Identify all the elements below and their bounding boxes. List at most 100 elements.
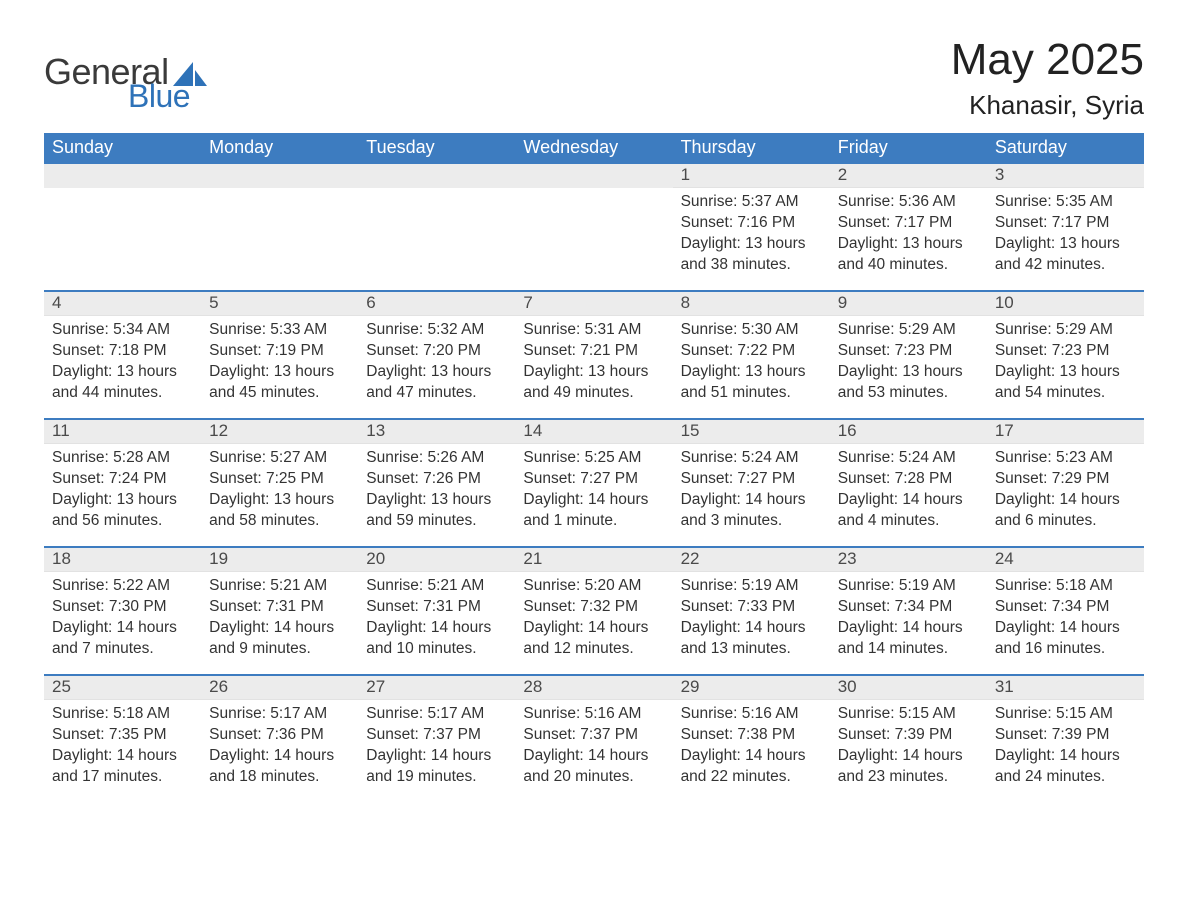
sunset-text: Sunset: 7:29 PM — [995, 469, 1136, 490]
sunset-text: Sunset: 7:28 PM — [838, 469, 979, 490]
daylight-text: Daylight: 14 hours and 22 minutes. — [681, 746, 822, 788]
day-body: Sunrise: 5:19 AMSunset: 7:34 PMDaylight:… — [830, 572, 987, 668]
daylight-text: Daylight: 13 hours and 42 minutes. — [995, 234, 1136, 276]
sunrise-text: Sunrise: 5:21 AM — [366, 576, 507, 597]
daylight-text: Daylight: 13 hours and 45 minutes. — [209, 362, 350, 404]
daylight-text: Daylight: 13 hours and 54 minutes. — [995, 362, 1136, 404]
sunrise-text: Sunrise: 5:17 AM — [209, 704, 350, 725]
brand-word-2: Blue — [128, 80, 207, 112]
calendar-day-cell — [201, 164, 358, 290]
day-number: 29 — [673, 676, 830, 700]
calendar-day-cell: 27Sunrise: 5:17 AMSunset: 7:37 PMDayligh… — [358, 676, 515, 796]
sunset-text: Sunset: 7:25 PM — [209, 469, 350, 490]
calendar-day-cell: 10Sunrise: 5:29 AMSunset: 7:23 PMDayligh… — [987, 292, 1144, 418]
day-number: 13 — [358, 420, 515, 444]
sunrise-text: Sunrise: 5:33 AM — [209, 320, 350, 341]
month-title: May 2025 — [951, 36, 1144, 84]
daylight-text: Daylight: 13 hours and 56 minutes. — [52, 490, 193, 532]
day-body: Sunrise: 5:15 AMSunset: 7:39 PMDaylight:… — [987, 700, 1144, 796]
calendar-day-cell: 7Sunrise: 5:31 AMSunset: 7:21 PMDaylight… — [515, 292, 672, 418]
sunrise-text: Sunrise: 5:36 AM — [838, 192, 979, 213]
day-body: Sunrise: 5:18 AMSunset: 7:35 PMDaylight:… — [44, 700, 201, 796]
day-body: Sunrise: 5:29 AMSunset: 7:23 PMDaylight:… — [830, 316, 987, 412]
sunrise-text: Sunrise: 5:16 AM — [681, 704, 822, 725]
sunrise-text: Sunrise: 5:27 AM — [209, 448, 350, 469]
sunset-text: Sunset: 7:36 PM — [209, 725, 350, 746]
sunrise-text: Sunrise: 5:19 AM — [681, 576, 822, 597]
day-number: 26 — [201, 676, 358, 700]
day-body: Sunrise: 5:16 AMSunset: 7:38 PMDaylight:… — [673, 700, 830, 796]
sunrise-text: Sunrise: 5:23 AM — [995, 448, 1136, 469]
day-body: Sunrise: 5:32 AMSunset: 7:20 PMDaylight:… — [358, 316, 515, 412]
calendar-day-cell: 3Sunrise: 5:35 AMSunset: 7:17 PMDaylight… — [987, 164, 1144, 290]
day-body: Sunrise: 5:22 AMSunset: 7:30 PMDaylight:… — [44, 572, 201, 668]
daylight-text: Daylight: 14 hours and 20 minutes. — [523, 746, 664, 788]
sunrise-text: Sunrise: 5:34 AM — [52, 320, 193, 341]
daylight-text: Daylight: 13 hours and 59 minutes. — [366, 490, 507, 532]
day-number: 10 — [987, 292, 1144, 316]
dow-friday: Friday — [830, 133, 987, 164]
calendar-day-cell: 8Sunrise: 5:30 AMSunset: 7:22 PMDaylight… — [673, 292, 830, 418]
daylight-text: Daylight: 14 hours and 3 minutes. — [681, 490, 822, 532]
sunrise-text: Sunrise: 5:29 AM — [838, 320, 979, 341]
header-row: General Blue May 2025 Khanasir, Syria — [44, 36, 1144, 121]
day-number: 15 — [673, 420, 830, 444]
sunset-text: Sunset: 7:27 PM — [523, 469, 664, 490]
day-number: 14 — [515, 420, 672, 444]
sunset-text: Sunset: 7:17 PM — [995, 213, 1136, 234]
day-number: 4 — [44, 292, 201, 316]
day-number: 18 — [44, 548, 201, 572]
calendar-day-cell: 11Sunrise: 5:28 AMSunset: 7:24 PMDayligh… — [44, 420, 201, 546]
day-number: 24 — [987, 548, 1144, 572]
calendar-day-cell: 20Sunrise: 5:21 AMSunset: 7:31 PMDayligh… — [358, 548, 515, 674]
calendar-day-cell: 1Sunrise: 5:37 AMSunset: 7:16 PMDaylight… — [673, 164, 830, 290]
daylight-text: Daylight: 14 hours and 6 minutes. — [995, 490, 1136, 532]
daylight-text: Daylight: 14 hours and 24 minutes. — [995, 746, 1136, 788]
day-body: Sunrise: 5:21 AMSunset: 7:31 PMDaylight:… — [201, 572, 358, 668]
sunrise-text: Sunrise: 5:22 AM — [52, 576, 193, 597]
daylight-text: Daylight: 13 hours and 58 minutes. — [209, 490, 350, 532]
dow-saturday: Saturday — [987, 133, 1144, 164]
day-body: Sunrise: 5:28 AMSunset: 7:24 PMDaylight:… — [44, 444, 201, 540]
daylight-text: Daylight: 14 hours and 12 minutes. — [523, 618, 664, 660]
day-body: Sunrise: 5:25 AMSunset: 7:27 PMDaylight:… — [515, 444, 672, 540]
day-number: 5 — [201, 292, 358, 316]
calendar-day-cell: 26Sunrise: 5:17 AMSunset: 7:36 PMDayligh… — [201, 676, 358, 796]
daylight-text: Daylight: 14 hours and 19 minutes. — [366, 746, 507, 788]
daylight-text: Daylight: 13 hours and 49 minutes. — [523, 362, 664, 404]
day-body: Sunrise: 5:33 AMSunset: 7:19 PMDaylight:… — [201, 316, 358, 412]
day-number: 7 — [515, 292, 672, 316]
dow-monday: Monday — [201, 133, 358, 164]
sunrise-text: Sunrise: 5:15 AM — [838, 704, 979, 725]
calendar-day-cell: 21Sunrise: 5:20 AMSunset: 7:32 PMDayligh… — [515, 548, 672, 674]
day-body: Sunrise: 5:31 AMSunset: 7:21 PMDaylight:… — [515, 316, 672, 412]
day-body: Sunrise: 5:18 AMSunset: 7:34 PMDaylight:… — [987, 572, 1144, 668]
dow-wednesday: Wednesday — [515, 133, 672, 164]
sunset-text: Sunset: 7:27 PM — [681, 469, 822, 490]
day-body: Sunrise: 5:24 AMSunset: 7:27 PMDaylight:… — [673, 444, 830, 540]
daylight-text: Daylight: 13 hours and 40 minutes. — [838, 234, 979, 276]
sunrise-text: Sunrise: 5:18 AM — [995, 576, 1136, 597]
day-number: 12 — [201, 420, 358, 444]
day-number: 6 — [358, 292, 515, 316]
empty-day-header — [201, 164, 358, 188]
day-number: 19 — [201, 548, 358, 572]
calendar-day-cell: 17Sunrise: 5:23 AMSunset: 7:29 PMDayligh… — [987, 420, 1144, 546]
calendar-week: 11Sunrise: 5:28 AMSunset: 7:24 PMDayligh… — [44, 418, 1144, 546]
calendar-day-cell: 5Sunrise: 5:33 AMSunset: 7:19 PMDaylight… — [201, 292, 358, 418]
dow-sunday: Sunday — [44, 133, 201, 164]
daylight-text: Daylight: 14 hours and 16 minutes. — [995, 618, 1136, 660]
day-body: Sunrise: 5:27 AMSunset: 7:25 PMDaylight:… — [201, 444, 358, 540]
sunrise-text: Sunrise: 5:15 AM — [995, 704, 1136, 725]
day-number: 16 — [830, 420, 987, 444]
daylight-text: Daylight: 14 hours and 10 minutes. — [366, 618, 507, 660]
calendar-day-cell: 18Sunrise: 5:22 AMSunset: 7:30 PMDayligh… — [44, 548, 201, 674]
calendar-page: General Blue May 2025 Khanasir, Syria Su… — [0, 0, 1188, 796]
sunset-text: Sunset: 7:21 PM — [523, 341, 664, 362]
calendar-day-cell: 2Sunrise: 5:36 AMSunset: 7:17 PMDaylight… — [830, 164, 987, 290]
calendar-day-cell: 25Sunrise: 5:18 AMSunset: 7:35 PMDayligh… — [44, 676, 201, 796]
day-body: Sunrise: 5:29 AMSunset: 7:23 PMDaylight:… — [987, 316, 1144, 412]
sunrise-text: Sunrise: 5:19 AM — [838, 576, 979, 597]
day-body: Sunrise: 5:30 AMSunset: 7:22 PMDaylight:… — [673, 316, 830, 412]
sunset-text: Sunset: 7:34 PM — [995, 597, 1136, 618]
